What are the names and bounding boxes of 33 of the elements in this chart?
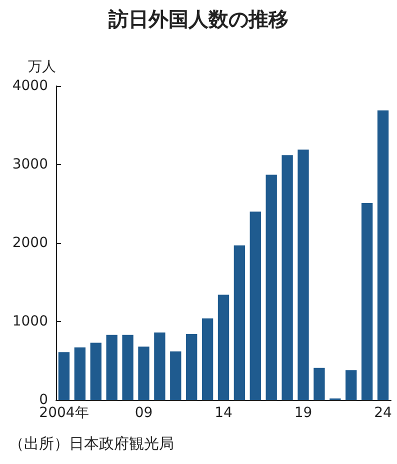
x-tick-label: 19 (294, 405, 312, 421)
x-tick-label: 09 (134, 405, 153, 421)
y-tick-label: 3000 (12, 156, 48, 172)
bar (122, 334, 134, 400)
bar (250, 212, 261, 400)
chart-title: 訪日外国人数の推移 (108, 7, 288, 31)
y-axis-title: 万人 (28, 59, 56, 75)
x-tick-label: 14 (214, 405, 232, 421)
y-tick-label: 4000 (12, 78, 48, 94)
x-tick-label: 24 (374, 405, 392, 421)
bar (138, 346, 150, 400)
bar (58, 352, 70, 400)
bar (298, 150, 309, 400)
bar (218, 294, 230, 400)
bar (361, 202, 373, 400)
bar (154, 332, 166, 400)
bar (282, 155, 293, 400)
bar (266, 174, 277, 400)
y-tick-label: 1000 (12, 314, 48, 330)
bar (170, 351, 182, 400)
bar (234, 245, 246, 400)
bar (202, 318, 214, 400)
bar (314, 368, 325, 400)
y-tick-label: 2000 (12, 235, 48, 251)
bar (346, 370, 357, 400)
text: （出所）日本政府観光局 (9, 434, 174, 452)
bar (186, 334, 198, 400)
bar (74, 347, 86, 400)
x-tick-label: 2004年 (39, 405, 89, 421)
bar (106, 334, 118, 400)
bar (377, 110, 389, 400)
bar (90, 342, 102, 400)
y-tick-label: 0 (39, 392, 48, 408)
